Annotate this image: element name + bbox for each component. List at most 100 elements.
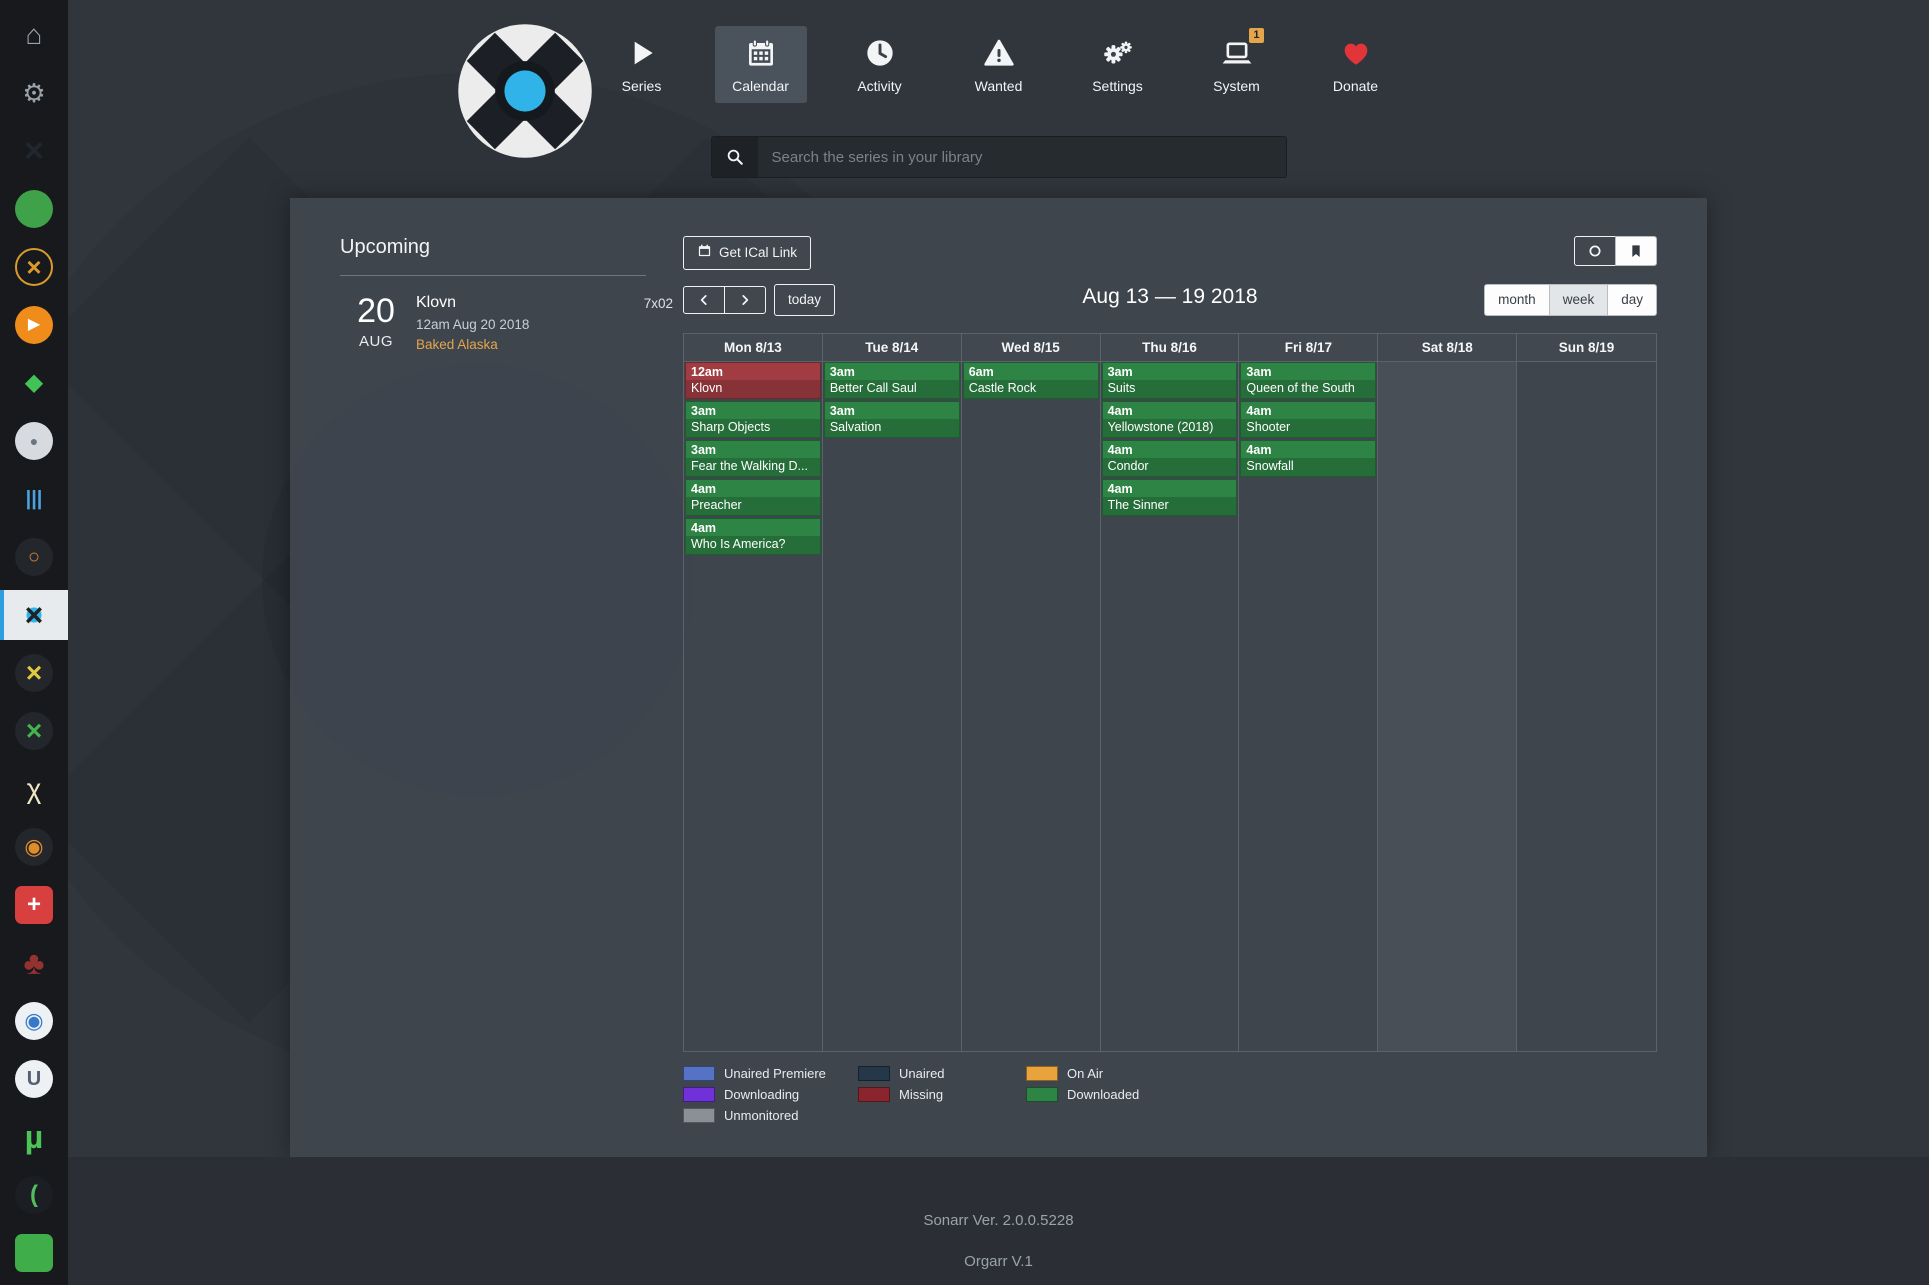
day-header: Thu 8/16 (1101, 333, 1240, 361)
sidebar-item-app-blue-bars[interactable]: ||| (0, 474, 68, 524)
app-dark-disc-icon: ( (15, 1176, 53, 1214)
view-month-button[interactable]: month (1484, 284, 1550, 316)
calendar-event[interactable]: 3am Queen of the South (1240, 361, 1377, 399)
sidebar-item-app-red-trees[interactable]: ♣ (0, 938, 68, 988)
system-badge: 1 (1249, 28, 1264, 44)
ical-link-label: Get ICal Link (719, 245, 798, 260)
calendar-event[interactable]: 4am Condor (1101, 439, 1238, 477)
calendar-legend: Unaired Premiere Unaired On Air Downloading… (683, 1065, 1243, 1123)
event-time: 3am (691, 403, 717, 418)
sidebar-item-app-blue-target[interactable]: ◉ (0, 996, 68, 1046)
search-icon (711, 137, 758, 177)
sidebar-item-sonarr[interactable]: × (0, 590, 68, 640)
app-gray-disc-icon: ● (15, 422, 53, 460)
search-input[interactable] (757, 137, 1286, 177)
calendar-event[interactable]: 3am Salvation (823, 400, 960, 438)
event-time: 3am (1107, 364, 1133, 379)
footer-subtitle: Orgarr V.1 (964, 1253, 1033, 1270)
app-yellow-x-icon: × (15, 654, 53, 692)
event-title: Condor (1102, 457, 1237, 476)
sidebar-item-settings-gear[interactable]: ⚙ (0, 68, 68, 118)
sidebar-item-app-green-disc[interactable] (0, 184, 68, 234)
nav-calendar[interactable]: Calendar (714, 26, 807, 103)
event-time: 3am (691, 442, 717, 457)
app-amber-ring-icon: × (15, 248, 53, 286)
nav-donate[interactable]: Donate (1310, 26, 1402, 103)
nav-settings-label: Settings (1092, 78, 1143, 94)
calendar-event[interactable]: 12am Klovn (685, 361, 821, 399)
calendar-event[interactable]: 3am Suits (1101, 361, 1238, 399)
sidebar-item-app-orange-play[interactable]: ▶ (0, 300, 68, 350)
app-red-trees-icon: ♣ (23, 945, 45, 981)
event-title: Yellowstone (2018) (1102, 418, 1237, 437)
sidebar-item-app-letter-u[interactable]: U (0, 1054, 68, 1104)
calendar-option-buttons (1574, 236, 1657, 266)
sidebar-item-app-green-x[interactable]: × (0, 706, 68, 756)
sidebar-item-app-green-square[interactable] (0, 1228, 68, 1278)
nav-wanted[interactable]: Wanted (953, 26, 1045, 103)
sidebar-item-app-yellow-x[interactable]: × (0, 648, 68, 698)
day-column: 12am Klovn 3am Sharp Objects 3am Fear the Wal… (684, 361, 823, 1051)
sidebar-item-app-dark-disc[interactable]: ( (0, 1170, 68, 1220)
sidebar-item-home[interactable]: ⌂ (0, 10, 68, 60)
sidebar-item-app-amber-ring[interactable]: × (0, 242, 68, 292)
nav-settings[interactable]: Settings (1072, 26, 1164, 103)
legend-label: Unmonitored (724, 1107, 799, 1123)
series-search (710, 136, 1287, 178)
upcoming-event-airdate: 12am Aug 20 2018 (416, 317, 530, 332)
calendar-icon (745, 36, 777, 70)
calendar-event[interactable]: 4am Yellowstone (2018) (1101, 400, 1238, 438)
sidebar-item-app-crossed-sticks[interactable]: χ (0, 764, 68, 814)
circle-view-button[interactable] (1574, 236, 1616, 266)
calendar-event[interactable]: 3am Sharp Objects (685, 400, 821, 438)
play-icon (626, 36, 658, 70)
calendar-event[interactable]: 4am Snowfall (1240, 439, 1377, 477)
today-button[interactable]: today (774, 284, 836, 316)
calendar-event[interactable]: 3am Fear the Walking D... (685, 439, 821, 477)
day-header: Sat 8/18 (1378, 333, 1518, 361)
calendar-small-icon (697, 243, 712, 263)
calendar-event[interactable]: 6am Castle Rock (962, 361, 1099, 399)
view-day-button[interactable]: day (1607, 284, 1657, 316)
nav-system[interactable]: 1 System (1191, 26, 1283, 103)
sidebar-item-app-gray-disc[interactable]: ● (0, 416, 68, 466)
app-green-x-icon: × (15, 712, 53, 750)
sidebar-item-app-green-diamond[interactable]: ◆ (0, 358, 68, 408)
calendar-event[interactable]: 4am Who Is America? (685, 517, 821, 555)
gears-icon (1101, 36, 1135, 70)
app-letter-u-icon: U (15, 1060, 53, 1098)
sonarr-logo[interactable] (454, 20, 596, 167)
nav-system-label: System (1213, 78, 1260, 94)
prev-week-button[interactable] (683, 286, 725, 315)
sidebar-item-app-orange-search[interactable]: ○ (0, 532, 68, 582)
app-orange-play-icon: ▶ (15, 306, 53, 344)
sidebar-item-app-red-shield[interactable]: + (0, 880, 68, 930)
event-time: 4am (1246, 442, 1272, 457)
day-header: Fri 8/17 (1239, 333, 1379, 361)
calendar-event[interactable]: 4am The Sinner (1101, 478, 1238, 516)
legend-item: Downloading (683, 1086, 858, 1102)
sidebar-item-app-utorrent[interactable]: µ (0, 1112, 68, 1162)
day-header: Mon 8/13 (684, 333, 823, 361)
calendar-event[interactable]: 4am Preacher (685, 478, 821, 516)
calendar-event[interactable]: 4am Shooter (1240, 400, 1377, 438)
calendar-event[interactable]: 3am Better Call Saul (823, 361, 960, 399)
view-week-button[interactable]: week (1548, 284, 1609, 316)
sidebar-item-app-dark-x[interactable]: × (0, 126, 68, 176)
upcoming-event[interactable]: 20 AUG Klovn 12am Aug 20 2018 Baked Alas… (340, 293, 683, 352)
calendar-toolbar-top: Get ICal Link (683, 236, 1657, 270)
calendar-grid: Mon 8/13 Tue 8/14 Wed 8/15 Thu 8/16 Fri 8/17… (683, 332, 1657, 1052)
next-week-button[interactable] (724, 286, 766, 315)
legend-item: Missing (858, 1086, 1026, 1102)
nav-activity-label: Activity (857, 78, 902, 94)
event-time: 12am (691, 364, 723, 379)
nav-activity[interactable]: Activity (834, 26, 926, 103)
nav-series[interactable]: Series (596, 26, 688, 103)
sidebar-item-app-orange-rings[interactable]: ◉ (0, 822, 68, 872)
ical-link-button[interactable]: Get ICal Link (683, 236, 812, 270)
bookmark-view-button[interactable] (1615, 236, 1657, 266)
nav-wanted-label: Wanted (974, 78, 1023, 94)
legend-swatch (683, 1086, 715, 1102)
event-time: 4am (1107, 481, 1133, 496)
sonarr-icon: × (15, 596, 53, 634)
